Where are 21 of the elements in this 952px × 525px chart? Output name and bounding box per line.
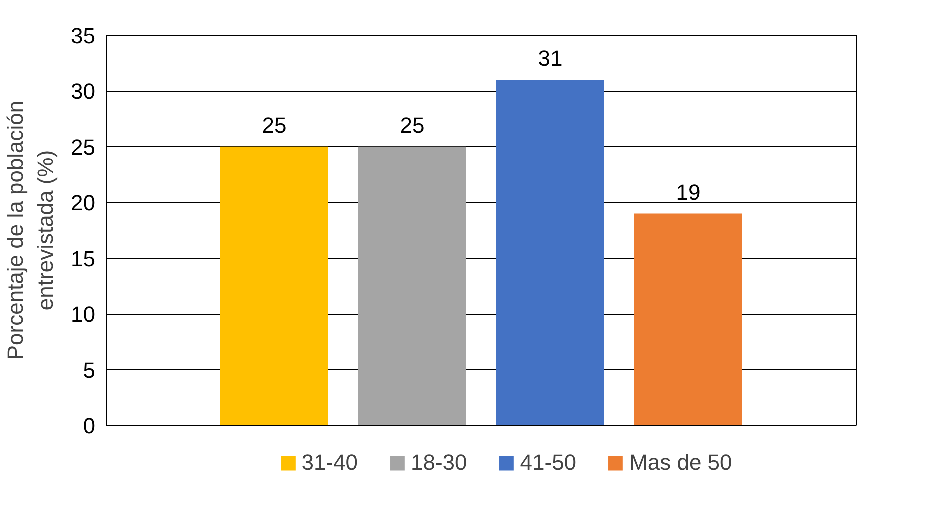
y-tick-label: 20 [71, 190, 96, 216]
data-label: 31 [538, 46, 563, 72]
y-axis-title: Porcentaje de la población entrevistada (%) [3, 100, 58, 360]
data-label: 19 [676, 180, 701, 205]
bar [220, 146, 328, 426]
bar [358, 146, 466, 426]
legend-label: Mas de 50 [630, 450, 732, 476]
y-tick-label: 30 [71, 79, 96, 104]
legend-label: 41-50 [520, 450, 577, 476]
legend-label: 31-40 [302, 450, 358, 476]
y-tick-label: 15 [71, 246, 96, 272]
data-label: 25 [262, 112, 287, 138]
y-tick-label: 35 [71, 24, 96, 48]
bar [496, 80, 604, 426]
y-tick-label: 25 [71, 134, 96, 160]
y-tick-label: 10 [71, 302, 96, 328]
bar [634, 214, 742, 426]
data-label: 25 [400, 112, 425, 138]
y-tick-label: 5 [83, 358, 96, 383]
legend-label: 18-30 [410, 450, 468, 476]
y-tick-label: 0 [83, 414, 96, 438]
